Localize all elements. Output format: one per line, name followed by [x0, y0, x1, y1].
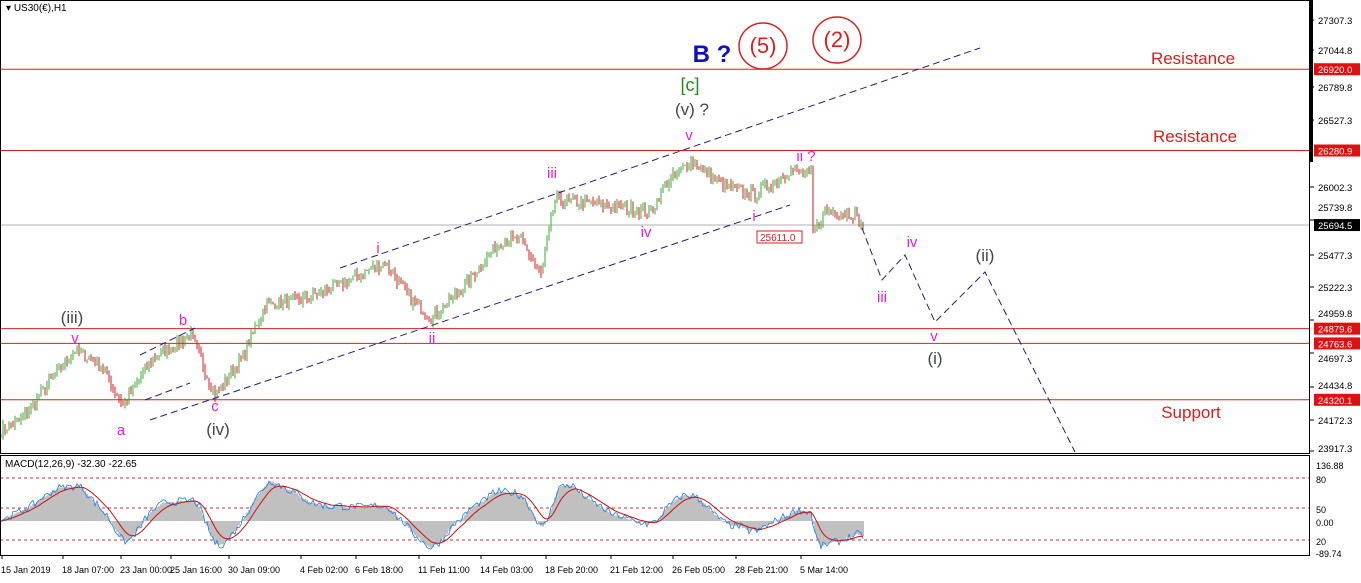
wave-label: i: [752, 208, 755, 225]
macd-pane: [0, 477, 1310, 551]
wave-label: (iii): [61, 308, 84, 327]
macd-tick-label: 136.88: [1316, 461, 1344, 471]
x-tick-label: 15 Jan 2019: [1, 565, 51, 575]
x-tick-label: 25 Jan 16:00: [170, 565, 222, 575]
level-price-tag: [1314, 322, 1360, 335]
wave-label: b: [179, 312, 187, 329]
price-box: [756, 230, 803, 244]
wave-label: i: [376, 240, 379, 257]
y-tick-label: 26789.8: [1318, 83, 1352, 94]
x-tick-label: 11 Feb 11:00: [418, 565, 470, 575]
macd-main-line: [0, 480, 864, 551]
y-tick-label: 25222.3: [1318, 283, 1352, 294]
x-tick-label: 21 Feb 12:00: [610, 565, 663, 575]
wave-label: iv: [641, 224, 652, 241]
macd-label: MACD(12,26,9) -32.30 -22.65: [5, 459, 137, 470]
y-tick-label: 25477.3: [1318, 251, 1352, 262]
symbol-title-text: US30(€),H1: [13, 3, 67, 14]
x-tick-label: 28 Feb 21:00: [735, 565, 788, 575]
x-tick-label: 5 Mar 14:00: [800, 565, 848, 575]
wave-label: (iv): [206, 420, 230, 439]
y-tick-label: 24959.8: [1318, 309, 1352, 320]
wave-label: c: [211, 398, 219, 415]
x-tick-label: 6 Feb 18:00: [355, 565, 403, 575]
candles: [0, 155, 864, 440]
small-channel-lower-line[interactable]: [144, 382, 191, 401]
level-price-text: 24320.1: [1318, 396, 1352, 407]
wave-label: (ii): [976, 246, 995, 265]
wave-label: (2): [824, 27, 851, 52]
macd-signal-line: [0, 485, 863, 544]
macd-tick-label: 0.00: [1316, 518, 1334, 528]
y-tick-label: 24172.3: [1318, 416, 1352, 427]
current-price-tag: [1314, 219, 1360, 232]
wave-label: iv: [907, 234, 918, 251]
x-tick-label: 18 Jan 07:00: [62, 565, 114, 575]
wave-label: v: [685, 127, 693, 144]
x-tick-label: 30 Jan 09:00: [228, 565, 280, 575]
level-price-tag: [1314, 144, 1360, 157]
macd-tick-label: -89.74: [1316, 549, 1342, 559]
main-pane-frame: [0, 0, 1310, 454]
level-price-text: 26280.9: [1318, 146, 1352, 157]
wave-label: (v) ?: [675, 100, 709, 119]
wave-label: iii: [877, 289, 887, 306]
x-tick-label: 14 Feb 03:00: [480, 565, 533, 575]
x-tick-label: 23 Jan 00:00: [120, 565, 172, 575]
level-price-text: 26920.0: [1318, 65, 1352, 76]
macd-tick-label: 20: [1316, 537, 1326, 547]
x-tick-label: 18 Feb 20:00: [545, 565, 598, 575]
macd-tick-label: 80: [1316, 475, 1326, 485]
x-tick-label: 26 Feb 05:00: [672, 565, 725, 575]
scrollbar[interactable]: [1309, 0, 1313, 162]
wave-label: [c]: [680, 75, 699, 95]
wave-circle: [812, 16, 862, 64]
y-tick-label: 26002.3: [1318, 183, 1352, 194]
wave-label: v: [930, 328, 938, 345]
wave-label: iii: [547, 165, 557, 182]
wave-label: v: [71, 330, 79, 347]
level-price-tag: [1314, 337, 1360, 350]
current-price-text: 25694.5: [1318, 221, 1352, 232]
macd-pane-frame: [0, 455, 1310, 556]
wave-circle: [738, 22, 788, 70]
level-price-tag: [1314, 63, 1360, 76]
level-label: Resistance: [1151, 49, 1235, 68]
level-price-text: 24763.6: [1318, 339, 1352, 350]
y-tick-label: 26527.3: [1318, 116, 1352, 127]
wave-label: ii ?: [796, 148, 815, 165]
wave-label: (5): [750, 33, 777, 58]
y-tick-label: 27307.3: [1318, 16, 1352, 27]
wave-label: a: [117, 422, 126, 439]
level-label: Support: [1161, 403, 1221, 422]
y-tick-label: 24434.8: [1318, 381, 1352, 392]
projection-path[interactable]: [861, 227, 1076, 453]
symbol-title[interactable]: ▾ US30(€),H1: [6, 3, 67, 14]
y-tick-label: 23917.3: [1318, 444, 1352, 455]
channel-lower-line[interactable]: [149, 204, 791, 421]
macd-tick-label: 50: [1316, 505, 1326, 515]
level-label: Resistance: [1153, 127, 1237, 146]
y-tick-label: 25739.8: [1318, 203, 1352, 214]
wave-label: B ?: [693, 41, 732, 68]
x-tick-label: 4 Feb 02:00: [300, 565, 348, 575]
wave-label: ii: [429, 330, 436, 347]
level-price-tag: [1314, 393, 1360, 406]
price-box-text: 25611.0: [760, 233, 796, 244]
channel-upper-line[interactable]: [339, 47, 981, 269]
wave-label: (i): [927, 349, 942, 368]
y-tick-label: 24697.3: [1318, 354, 1352, 365]
level-price-text: 24879.6: [1318, 325, 1352, 336]
y-tick-label: 27044.8: [1318, 46, 1352, 57]
